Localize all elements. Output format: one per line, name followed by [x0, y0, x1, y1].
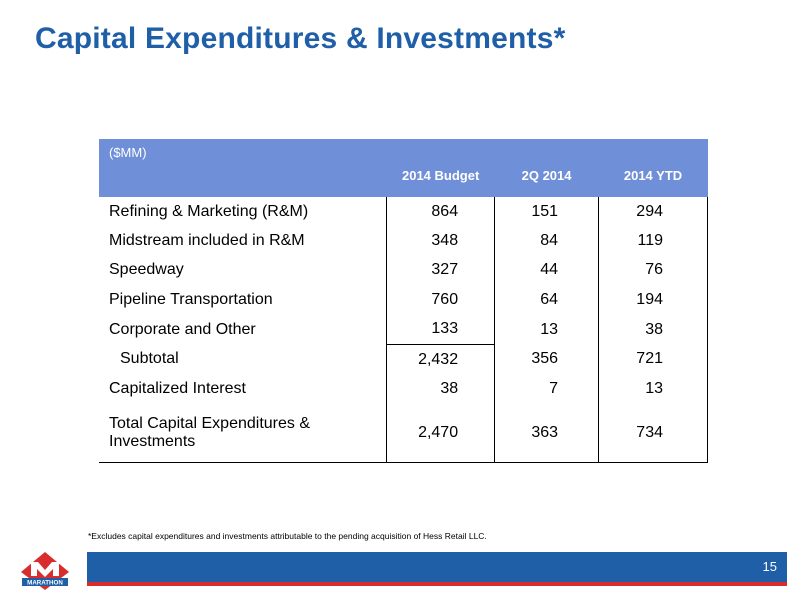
cell-2q-2014: 363 [494, 403, 599, 463]
cell-2014-budget: 38 [386, 374, 496, 404]
cell-2014-budget: 133 [386, 314, 496, 345]
page-number: 15 [762, 559, 777, 574]
cell-2q-2014: 64 [540, 290, 559, 308]
cell-2014-budget: 2,470 [386, 403, 496, 463]
table-row: Speedway 327 44 76 [99, 255, 708, 286]
table-header-row: ($MM) 2014 Budget 2Q 2014 2014 YTD [99, 139, 708, 197]
table-row: Capitalized Interest 38 7 13 [99, 374, 708, 404]
row-label: Speedway [109, 261, 184, 279]
row-label: Total Capital Expenditures & Investments [99, 403, 387, 463]
table-row-subtotal: Subtotal 2,432 356 721 [99, 343, 708, 375]
row-label: Capitalized Interest [109, 380, 246, 398]
table-row: Corporate and Other 133 13 38 [99, 314, 708, 345]
table-row: Refining & Marketing (R&M) 864 151 294 [99, 197, 708, 227]
cell-2q-2014: 7 [549, 380, 559, 398]
row-label: Pipeline Transportation [109, 290, 273, 308]
column-header-2014-budget: 2014 Budget [386, 139, 495, 197]
cell-2014-ytd: 76 [598, 255, 708, 286]
row-label: Midstream included in R&M [109, 232, 305, 250]
footer-bar: 15 [87, 552, 787, 586]
table-row: Midstream included in R&M 348 84 119 [99, 226, 708, 256]
cell-2014-budget: 760 [386, 285, 496, 315]
row-label: Corporate and Other [109, 320, 256, 338]
logo-wordmark: MARATHON [27, 580, 63, 587]
table-row-total: Total Capital Expenditures & Investments… [99, 403, 708, 463]
cell-2014-budget: 348 [386, 226, 496, 256]
cell-2q-2014: 44 [540, 261, 559, 279]
column-header-2014-ytd: 2014 YTD [598, 139, 708, 197]
cell-2014-ytd: 119 [598, 226, 708, 256]
cell-2014-ytd: 38 [598, 314, 708, 345]
footnote: *Excludes capital expenditures and inves… [88, 531, 487, 541]
table-row: Pipeline Transportation 760 64 194 [99, 285, 708, 315]
unit-label: ($MM) [99, 139, 387, 197]
slide-title: Capital Expenditures & Investments* [35, 22, 566, 55]
cell-2014-ytd: 194 [598, 285, 708, 315]
marathon-logo-icon: MARATHON [21, 552, 69, 590]
cell-2014-ytd: 13 [598, 374, 708, 404]
cell-2q-2014: 13 [540, 320, 559, 338]
cell-2q-2014: 151 [531, 202, 559, 220]
cell-2014-budget: 864 [386, 197, 496, 227]
cell-2014-ytd: 734 [598, 403, 708, 463]
capex-table: ($MM) 2014 Budget 2Q 2014 2014 YTD Refin… [99, 139, 708, 463]
cell-2q-2014: 356 [531, 350, 559, 368]
cell-2014-ytd: 721 [598, 344, 708, 375]
cell-2q-2014: 84 [540, 232, 559, 250]
cell-2014-budget: 2,432 [386, 343, 496, 375]
cell-2014-budget: 327 [386, 255, 496, 286]
row-label: Subtotal [120, 350, 179, 368]
cell-2014-ytd: 294 [598, 197, 708, 227]
row-label: Refining & Marketing (R&M) [109, 202, 309, 220]
column-header-2q-2014: 2Q 2014 [494, 139, 599, 197]
